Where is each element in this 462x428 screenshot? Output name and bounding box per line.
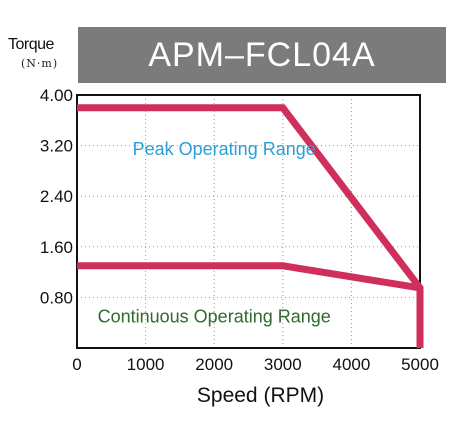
series-layer [77, 104, 424, 348]
tick-layer: 0.80 1.60 2.40 3.20 4.00 0 1000 2000 3000 4000 500… [40, 86, 439, 374]
chart-title: APM–FCL04A [148, 35, 376, 74]
plot-frame [76, 94, 421, 349]
x-tick-label: 0 [72, 355, 81, 374]
x-tick-label: 5000 [401, 355, 439, 374]
x-tick-label: 2000 [195, 355, 233, 374]
y-axis-unit: (N·m) [21, 57, 59, 70]
chart-title-bar: APM–FCL04A [78, 27, 446, 83]
y-tick-label: 3.20 [40, 137, 73, 156]
y-tick-label: 0.80 [40, 288, 73, 307]
x-tick-label: 3000 [264, 355, 302, 374]
continuous-range-label: Continuous Operating Range [98, 307, 331, 327]
annotation-layer: Peak Operating Range Continuous Operating… [98, 139, 331, 327]
y-tick-label: 2.40 [40, 187, 73, 206]
continuous-torque-line [77, 262, 421, 292]
peak-range-label: Peak Operating Range [133, 139, 316, 159]
peak-torque-line [77, 104, 424, 348]
x-axis-label: Speed (RPM) [197, 384, 324, 407]
y-axis-title: Torque [8, 36, 54, 53]
x-tick-label: 4000 [332, 355, 370, 374]
x-tick-label: 1000 [127, 355, 165, 374]
y-tick-label: 1.60 [40, 238, 73, 257]
y-tick-label: 4.00 [40, 86, 73, 105]
